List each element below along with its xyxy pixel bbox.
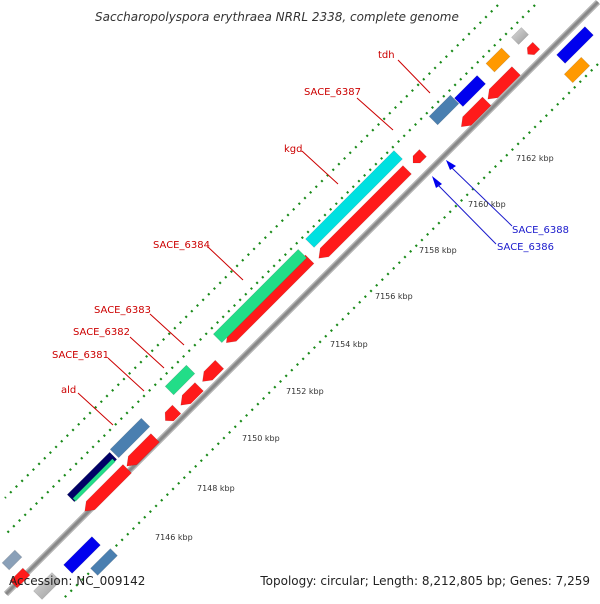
feature-sace-6387-arrow [487,66,521,100]
feature-sace-6382-arrow [180,382,204,406]
tick-label-7146: 7146 kbp [155,533,193,542]
gene-label-sace-6388[interactable]: SACE_6388 [512,225,569,236]
feature-grey-block-2 [33,572,61,600]
tick-label-7148: 7148 kbp [197,484,235,493]
reverse-gene-labels: SACE_6388 SACE_6386 [436,167,569,253]
gene-label-sace-6382[interactable]: SACE_6382 [73,327,130,338]
gene-label-sace-6387[interactable]: SACE_6387 [304,87,361,98]
feature-small-arrow-2 [526,41,541,56]
feature-sace-6383-block [164,364,196,396]
gene-label-tdh[interactable]: tdh [378,50,395,61]
gc-dot-line-3 [61,63,599,601]
gene-label-sace-6381[interactable]: SACE_6381 [52,350,109,361]
feature-red-tail [9,567,31,589]
kbp-tick-labels: 7162 kbp 7160 kbp 7158 kbp 7156 kbp 7154… [155,154,554,542]
feature-navy-stripe [72,458,116,502]
feature-sace-6384-block [212,248,308,344]
feature-steel-block-1 [428,94,460,126]
tick-label-7154: 7154 kbp [330,340,368,349]
feature-kgd-block [305,150,403,248]
feature-sace-6388-marker [446,160,456,170]
gene-label-sace-6383[interactable]: SACE_6383 [94,305,151,316]
feature-grey-block [511,27,529,45]
accession-text: Accession: NC_009142 [9,574,146,588]
feature-sace-6386-marker [432,176,442,188]
tick-label-7160: 7160 kbp [468,200,506,209]
feature-sace-6383-arrow [202,359,225,382]
gene-label-ald[interactable]: ald [61,385,76,396]
feature-blue-block-1 [454,75,486,107]
feature-blue-block-2 [556,26,594,64]
forward-gene-labels: tdh SACE_6387 kgd SACE_6384 SACE_6383 SA… [52,50,431,426]
feature-navy-block [66,451,118,503]
feature-ald-block [109,417,151,459]
feature-tdh-arrow [460,96,492,128]
feature-segments [1,26,594,600]
tick-label-7158: 7158 kbp [419,246,457,255]
feature-orange-block-2 [563,56,591,84]
gene-label-sace-6386[interactable]: SACE_6386 [497,242,554,253]
feature-ald-arrow [126,433,160,467]
gene-label-kgd[interactable]: kgd [284,144,303,155]
feature-sace-6381-arrow [164,404,182,422]
genome-title: Saccharopolyspora erythraea NRRL 2338, c… [95,10,459,24]
feature-blue-block-3 [63,536,101,574]
tick-label-7152: 7152 kbp [286,387,324,396]
feature-kgd-arrow [318,165,412,259]
tick-label-7162: 7162 kbp [516,154,554,163]
feature-grey-block-3 [1,549,23,571]
feature-steel-block-2 [90,548,118,576]
tick-label-7150: 7150 kbp [242,434,280,443]
gc-content-dots [4,4,599,601]
gc-dot-line-1 [4,4,536,536]
genome-stats-text: Topology: circular; Length: 8,212,805 bp… [260,574,590,588]
feature-a-arrow [84,464,132,512]
feature-orange-block-1 [485,47,511,73]
feature-small-arrow-1 [412,149,427,164]
gene-label-sace-6384[interactable]: SACE_6384 [153,240,210,251]
tick-label-7156: 7156 kbp [375,292,413,301]
